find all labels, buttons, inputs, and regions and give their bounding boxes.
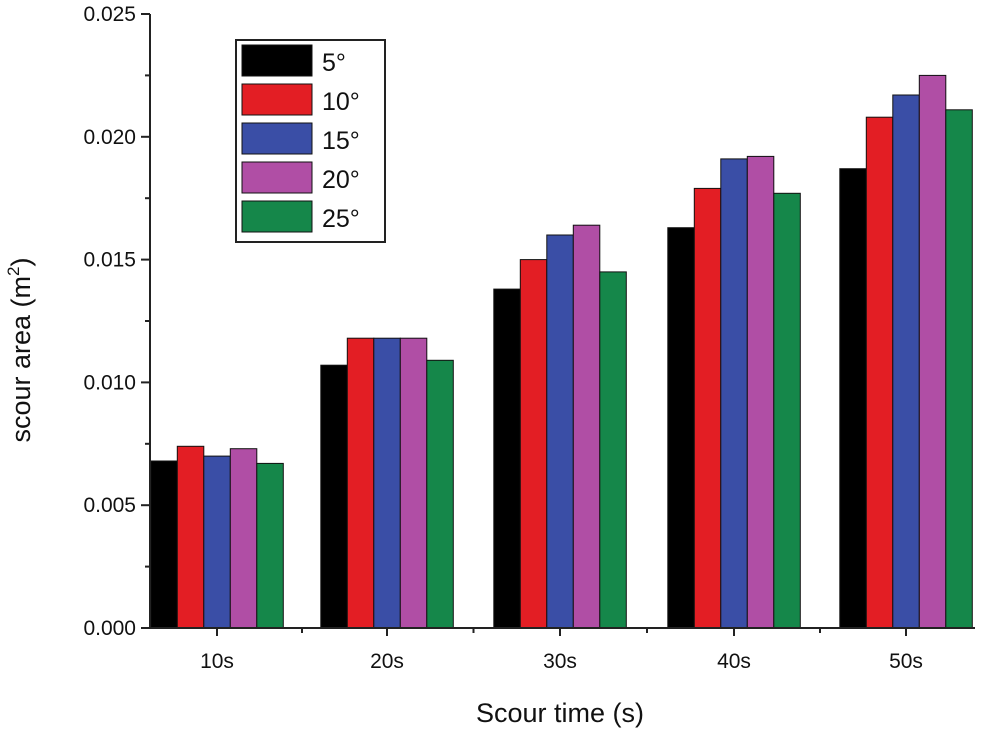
legend: 5° 10° 15° 20° 25° [235,39,386,243]
bar-30s-series-2 [546,234,574,629]
legend-label-1: 10° [322,88,360,116]
y-tick-label: 0.025 [83,3,136,26]
bar-40s-series-2 [720,158,748,629]
bar-40s-series-4 [773,192,801,629]
x-tick-label: 20s [370,650,404,673]
legend-swatch-3 [241,161,313,194]
legend-label-0: 5° [322,49,346,77]
bar-50s-series-4 [945,109,973,629]
bar-20s-series-3 [399,337,428,629]
bar-30s-series-1 [519,259,548,629]
bar-40s-series-3 [746,155,775,629]
y-tick-label: 0.015 [83,249,136,272]
y-axis-title-sup: 2 [4,266,23,275]
bar-10s-series-2 [203,455,231,629]
bar-10s-series-4 [256,462,284,629]
y-axis-ticks: 0.000 0.005 0.010 0.015 0.020 0.025 [83,3,150,640]
bar-50s-series-0 [839,168,867,629]
bar-20s-series-1 [346,337,375,629]
y-axis-title-close: ) [6,257,36,266]
x-tick-label: 40s [717,650,751,673]
bar-10s-series-1 [176,445,205,629]
bar-30s-series-0 [493,288,521,629]
bar-20s-series-0 [320,364,348,629]
legend-label-2: 15° [322,127,360,155]
y-tick-label: 0.020 [83,126,136,149]
bar-20s-series-4 [426,359,454,629]
bar-30s-series-3 [572,224,601,629]
bar-40s-series-0 [667,227,695,629]
y-axis-title: scour area (m2) [4,257,36,442]
x-axis-title: Scour time (s) [476,698,644,728]
y-axis-title-text: scour area (m [6,276,36,443]
bar-50s-series-1 [865,116,894,629]
y-tick-label: 0.005 [83,494,136,517]
bar-10s-series-0 [150,460,178,629]
bar-20s-series-2 [373,337,401,629]
x-tick-label: 30s [543,650,577,673]
legend-swatch-2 [241,122,313,155]
y-tick-label: 0.000 [83,617,136,640]
bar-50s-series-2 [892,94,920,629]
y-tick-label: 0.010 [83,371,136,394]
x-tick-label: 50s [889,650,923,673]
bar-10s-series-3 [229,448,258,629]
legend-swatch-4 [241,200,313,233]
bar-30s-series-4 [599,271,627,629]
legend-label-4: 25° [322,205,360,233]
x-tick-label: 10s [200,650,234,673]
legend-swatch-1 [241,83,313,116]
bar-40s-series-1 [693,187,722,629]
bar-group [150,74,973,629]
x-axis-ticks: 10s 20s 30s 40s 50s [200,628,923,673]
legend-swatch-0 [241,44,313,77]
bar-50s-series-3 [918,74,947,629]
legend-label-3: 20° [322,166,360,194]
